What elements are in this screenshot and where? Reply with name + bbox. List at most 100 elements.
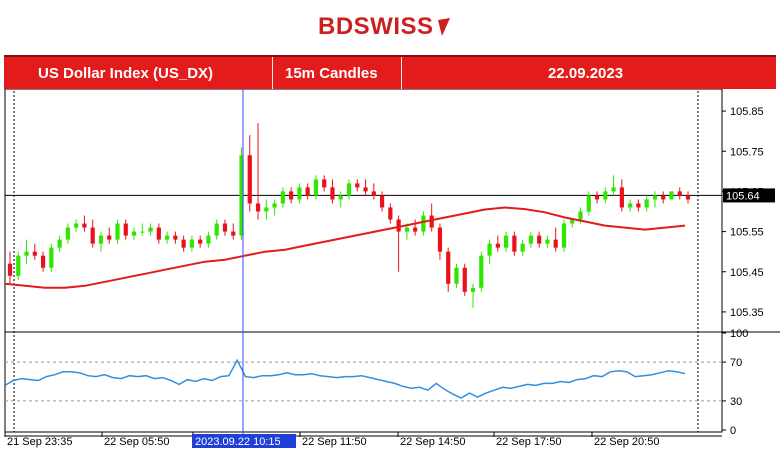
candle-up <box>570 219 575 224</box>
candle-down <box>7 263 13 276</box>
logo: BDSWISS <box>318 12 452 42</box>
candle-down <box>379 195 385 208</box>
candle-up <box>272 203 277 208</box>
candle-down <box>40 255 46 268</box>
candle-up <box>140 231 145 233</box>
candles-group <box>7 123 691 308</box>
candle-down <box>330 187 335 200</box>
main-plot-frame <box>4 89 723 333</box>
candle-down <box>636 203 641 208</box>
candle-up <box>503 235 509 248</box>
candle-down <box>181 239 186 248</box>
candle-down <box>322 179 327 188</box>
time-axis-label: 22 Sep 20:50 <box>594 436 659 448</box>
candle-down <box>446 251 451 284</box>
candle-up <box>404 227 409 232</box>
instrument-title: US Dollar Index (US_DX) <box>38 65 214 82</box>
candle-down <box>537 235 542 244</box>
candle-up <box>65 227 70 240</box>
candle-down <box>512 235 517 252</box>
candle-down <box>123 223 128 236</box>
candle-down <box>173 235 178 240</box>
time-axis-label: 22 Sep 14:50 <box>400 436 465 448</box>
candle-down <box>371 191 376 196</box>
candle-up <box>280 191 285 204</box>
candle-down <box>247 155 252 204</box>
candle-up <box>49 247 54 268</box>
indicator-axis-label: 0 <box>730 425 736 437</box>
candle-up <box>470 287 476 292</box>
candle-down <box>437 227 443 252</box>
price-axis-label: 105.45 <box>730 267 764 279</box>
candle-down <box>90 227 95 244</box>
indicator-axis-label: 100 <box>730 328 748 340</box>
candle-up <box>545 239 550 244</box>
candle-up <box>644 199 649 208</box>
candle-down <box>32 251 37 256</box>
candle-up <box>338 195 343 200</box>
time-axis-label: 22 Sep 17:50 <box>496 436 561 448</box>
title-bar: US Dollar Index (US_DX) 15m Candles 22.0… <box>4 55 776 89</box>
candle-up <box>586 195 591 212</box>
candle-up <box>346 183 352 196</box>
current-price-label: 105.64 <box>726 190 760 202</box>
candle-up <box>16 255 21 276</box>
candle-up <box>189 239 195 248</box>
candle-up <box>148 227 153 232</box>
candle-up <box>611 187 616 192</box>
candle-up <box>206 235 211 244</box>
candle-down <box>305 187 310 196</box>
candle-up <box>313 179 319 196</box>
candle-up <box>421 215 426 232</box>
candle-up <box>297 187 302 200</box>
time-axis-label: 22 Sep 11:50 <box>302 436 367 448</box>
candle-up <box>74 223 79 228</box>
candle-up <box>520 243 525 252</box>
candle-down <box>685 195 691 200</box>
candle-down <box>553 239 558 248</box>
candle-up <box>561 223 567 248</box>
candle-down <box>156 227 161 240</box>
candle-down <box>82 223 87 228</box>
candle-up <box>131 231 137 236</box>
price-axis-label: 105.85 <box>730 106 764 118</box>
candle-down <box>355 183 360 188</box>
price-chart: 105.85105.75105.65105.55105.45105.35105.… <box>4 89 780 448</box>
indicator-line <box>4 358 686 399</box>
candle-up <box>214 223 219 236</box>
candle-down <box>396 219 401 232</box>
time-axis-label: 22 Sep 05:50 <box>104 436 169 448</box>
price-axis-label: 105.35 <box>730 307 764 319</box>
indicator-plot-frame <box>4 331 723 433</box>
candle-down <box>661 195 666 200</box>
candle-down <box>619 187 624 208</box>
candle-up <box>164 235 170 240</box>
candle-down <box>289 191 294 200</box>
candle-down <box>222 223 228 232</box>
candle-down <box>462 267 467 292</box>
candle-down <box>198 239 203 244</box>
current-price-badge <box>723 188 775 203</box>
candle-up <box>669 191 674 200</box>
candle-up <box>528 235 534 244</box>
candle-down <box>677 191 682 196</box>
candle-down <box>363 187 368 192</box>
candle-up <box>578 211 583 220</box>
candle-up <box>652 195 658 200</box>
time-marker-label: 2023.09.22 10:15 <box>195 436 281 448</box>
candle-up <box>264 207 269 212</box>
candle-up <box>628 203 633 208</box>
candle-up <box>24 251 29 256</box>
time-marker-badge <box>192 434 296 448</box>
timeframe-label: 15m Candles <box>285 65 378 82</box>
divider <box>401 57 402 89</box>
candle-down <box>231 231 236 236</box>
candle-up <box>603 191 608 200</box>
candle-up <box>115 223 120 240</box>
time-axis-label: 21 Sep 23:35 <box>7 436 72 448</box>
candle-up <box>239 155 244 236</box>
moving-average-line <box>4 206 686 289</box>
logo-text: BDSWISS <box>318 13 434 40</box>
candle-down <box>107 235 112 240</box>
candle-down <box>255 203 261 212</box>
